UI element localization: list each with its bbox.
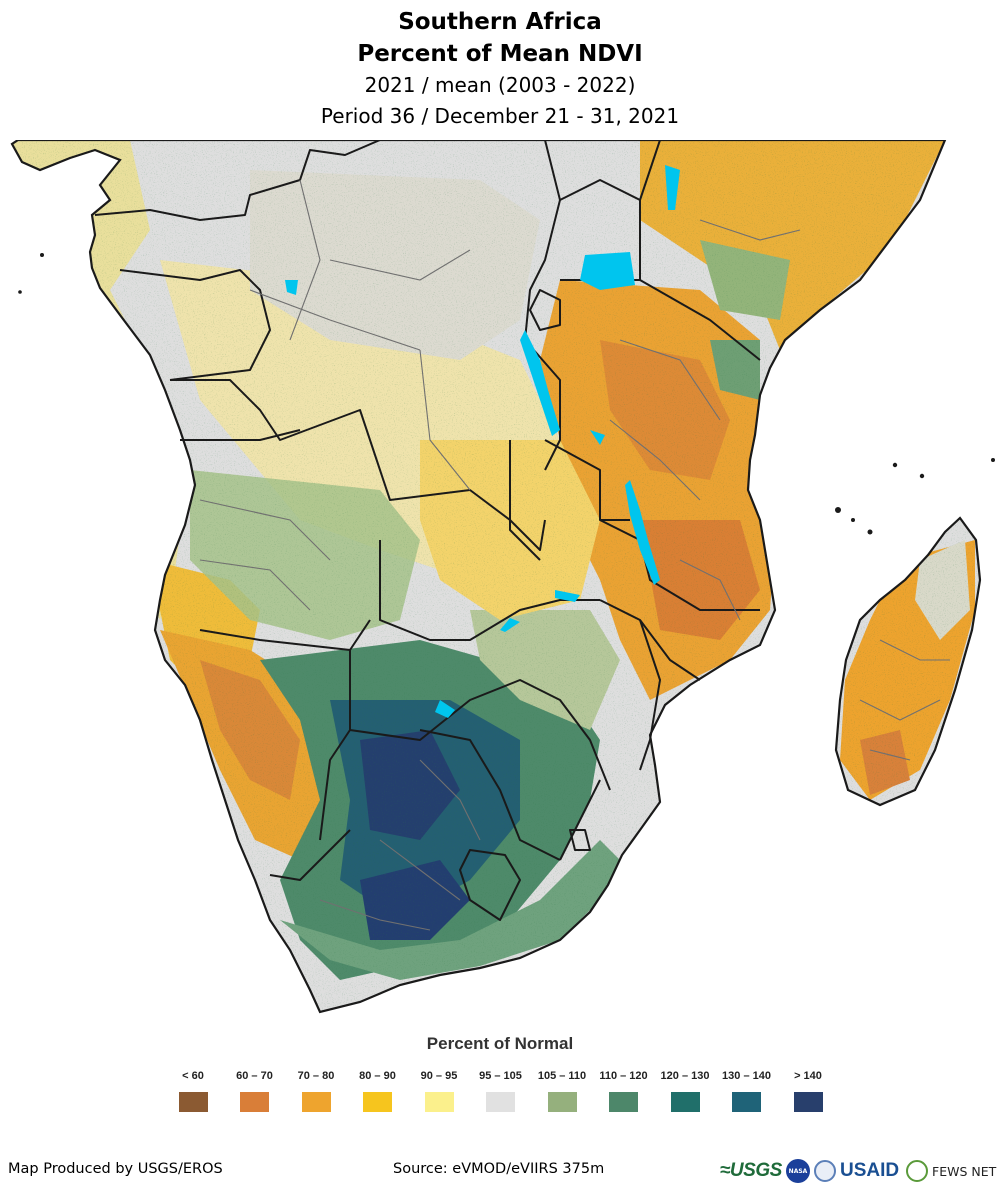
legend-class: 120 – 130: [654, 1070, 716, 1112]
legend-class-label: > 140: [794, 1070, 822, 1082]
legend-class-label: < 60: [182, 1070, 204, 1082]
legend-class-label: 130 – 140: [722, 1070, 771, 1082]
legend-class: 130 – 140: [716, 1070, 778, 1112]
legend-class-label: 110 – 120: [599, 1070, 648, 1082]
legend-class-label: 80 – 90: [359, 1070, 396, 1082]
legend-class: 60 – 70: [224, 1070, 286, 1112]
islands: [18, 253, 995, 535]
legend-class-label: 120 – 130: [660, 1070, 710, 1082]
legend-title: Percent of Normal: [426, 1034, 574, 1053]
legend-swatch: [178, 1092, 208, 1112]
map-producer-credit: Map Produced by USGS/EROS: [8, 1161, 223, 1177]
legend-swatch: [240, 1092, 269, 1112]
legend-swatch: [609, 1092, 638, 1112]
legend-class: 105 – 110: [531, 1070, 593, 1112]
fews-net-logo: FEWS NET: [932, 1163, 997, 1179]
legend-class: 110 – 120: [593, 1070, 655, 1112]
usgs-logo: ≈USGS: [720, 1160, 782, 1181]
legend-class-label: 105 – 110: [537, 1070, 587, 1082]
legend-class: > 140: [777, 1070, 839, 1112]
data-source-credit: Source: eVMOD/eVIIRS 375m: [393, 1161, 605, 1177]
legend-class-label: 90 – 95: [420, 1070, 458, 1082]
legend-swatch: [424, 1092, 454, 1112]
fews-net-globe-icon: [906, 1160, 928, 1182]
legend-class: 95 – 105: [470, 1070, 532, 1112]
legend-swatch: [301, 1092, 331, 1112]
legend-class: 80 – 90: [347, 1070, 409, 1112]
country-borders: [94, 140, 761, 921]
map-product-title: Percent of Mean NDVI: [357, 41, 643, 67]
legend-class-label: 60 – 70: [236, 1070, 273, 1082]
legend-class: < 60: [162, 1070, 224, 1112]
agency-logos: ≈USGS NASA USAID FEWS NET: [720, 1156, 1002, 1186]
nasa-logo: NASA: [786, 1159, 810, 1183]
legend-class: 70 – 80: [285, 1070, 347, 1112]
legend-swatch: [486, 1092, 515, 1112]
legend-class-label: 95 – 105: [479, 1070, 522, 1082]
usaid-logo: USAID: [840, 1160, 900, 1181]
lakes: [285, 165, 680, 718]
state-department-seal-icon: [814, 1160, 836, 1182]
map-region-title: Southern Africa: [398, 9, 602, 35]
legend-swatch: [793, 1092, 823, 1112]
ndvi-anomaly-raster: [12, 140, 980, 1012]
legend-class-label: 70 – 80: [297, 1070, 335, 1082]
legend-class: 90 – 95: [408, 1070, 470, 1112]
ndvi-map: [10, 140, 995, 1014]
legend-swatch: [547, 1092, 577, 1112]
map-comparison-subtitle: 2021 / mean (2003 - 2022): [364, 73, 636, 97]
legend-swatch: [670, 1092, 700, 1112]
map-period-subtitle: Period 36 / December 21 - 31, 2021: [320, 104, 680, 128]
legend-swatch: [732, 1092, 761, 1112]
admin-boundaries: [199, 179, 950, 931]
legend-swatch: [363, 1092, 392, 1112]
map-title-block: Southern Africa Percent of Mean NDVI 202…: [0, 6, 1000, 132]
